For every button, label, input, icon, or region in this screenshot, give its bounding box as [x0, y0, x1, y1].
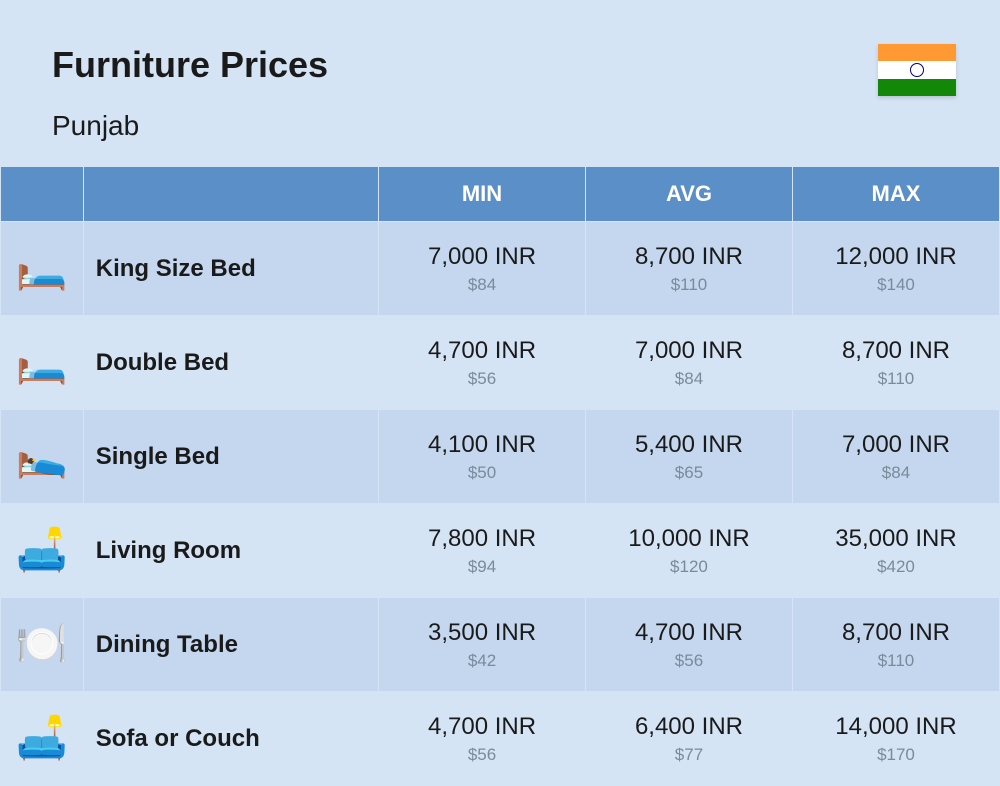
price-max: 8,700 INR $110 [793, 598, 999, 691]
price-usd: $56 [594, 651, 784, 671]
price-inr: 12,000 INR [801, 243, 991, 271]
price-min: 7,800 INR $94 [379, 504, 585, 597]
price-usd: $50 [387, 463, 577, 483]
price-min: 7,000 INR $84 [379, 222, 585, 315]
furniture-icon: 🛏️ [1, 316, 83, 409]
price-inr: 4,100 INR [387, 431, 577, 459]
price-min: 4,700 INR $56 [379, 316, 585, 409]
price-usd: $65 [594, 463, 784, 483]
price-inr: 7,000 INR [387, 243, 577, 271]
price-inr: 8,700 INR [801, 337, 991, 365]
furniture-icon: 🛋️ [1, 692, 83, 785]
price-inr: 8,700 INR [594, 243, 784, 271]
price-usd: $170 [801, 745, 991, 765]
price-usd: $420 [801, 557, 991, 577]
page-title: Furniture Prices [52, 44, 948, 86]
table-row: 🍽️Dining Table 3,500 INR $42 4,700 INR $56 8,… [1, 598, 999, 691]
price-avg: 4,700 INR $56 [586, 598, 792, 691]
furniture-icon: 🍽️ [1, 598, 83, 691]
price-max: 35,000 INR $420 [793, 504, 999, 597]
price-usd: $56 [387, 745, 577, 765]
price-usd: $42 [387, 651, 577, 671]
price-usd: $77 [594, 745, 784, 765]
price-usd: $84 [594, 369, 784, 389]
header-min: MIN [379, 167, 585, 221]
furniture-name: King Size Bed [84, 222, 378, 315]
price-min: 4,100 INR $50 [379, 410, 585, 503]
price-max: 8,700 INR $110 [793, 316, 999, 409]
page-subtitle: Punjab [52, 110, 948, 142]
price-avg: 6,400 INR $77 [586, 692, 792, 785]
price-inr: 4,700 INR [387, 713, 577, 741]
price-inr: 4,700 INR [594, 619, 784, 647]
price-inr: 4,700 INR [387, 337, 577, 365]
table-row: 🛋️Sofa or Couch 4,700 INR $56 6,400 INR $77 1… [1, 692, 999, 785]
furniture-name: Sofa or Couch [84, 692, 378, 785]
price-min: 4,700 INR $56 [379, 692, 585, 785]
price-inr: 7,000 INR [801, 431, 991, 459]
price-usd: $110 [801, 651, 991, 671]
furniture-name: Living Room [84, 504, 378, 597]
table-row: 🛌Single Bed 4,100 INR $50 5,400 INR $65 7,000… [1, 410, 999, 503]
header-max: MAX [793, 167, 999, 221]
price-usd: $140 [801, 275, 991, 295]
price-usd: $110 [594, 275, 784, 295]
price-inr: 35,000 INR [801, 525, 991, 553]
price-inr: 7,800 INR [387, 525, 577, 553]
furniture-icon: 🛌 [1, 410, 83, 503]
price-inr: 3,500 INR [387, 619, 577, 647]
price-usd: $56 [387, 369, 577, 389]
price-max: 7,000 INR $84 [793, 410, 999, 503]
price-avg: 5,400 INR $65 [586, 410, 792, 503]
furniture-name: Double Bed [84, 316, 378, 409]
furniture-icon: 🛏️ [1, 222, 83, 315]
price-inr: 7,000 INR [594, 337, 784, 365]
furniture-name: Single Bed [84, 410, 378, 503]
price-avg: 8,700 INR $110 [586, 222, 792, 315]
price-max: 14,000 INR $170 [793, 692, 999, 785]
price-usd: $120 [594, 557, 784, 577]
furniture-icon: 🛋️ [1, 504, 83, 597]
price-inr: 5,400 INR [594, 431, 784, 459]
price-avg: 10,000 INR $120 [586, 504, 792, 597]
price-usd: $84 [801, 463, 991, 483]
header-name-col [84, 167, 378, 221]
price-usd: $94 [387, 557, 577, 577]
price-table: MIN AVG MAX 🛏️King Size Bed 7,000 INR $84 8… [0, 166, 1000, 786]
price-max: 12,000 INR $140 [793, 222, 999, 315]
header-avg: AVG [586, 167, 792, 221]
price-inr: 8,700 INR [801, 619, 991, 647]
table-row: 🛋️Living Room 7,800 INR $94 10,000 INR $120 3… [1, 504, 999, 597]
price-min: 3,500 INR $42 [379, 598, 585, 691]
india-flag-icon [878, 44, 956, 96]
furniture-name: Dining Table [84, 598, 378, 691]
table-row: 🛏️Double Bed 4,700 INR $56 7,000 INR $84 8,70… [1, 316, 999, 409]
price-usd: $110 [801, 369, 991, 389]
price-inr: 14,000 INR [801, 713, 991, 741]
price-usd: $84 [387, 275, 577, 295]
price-inr: 10,000 INR [594, 525, 784, 553]
price-avg: 7,000 INR $84 [586, 316, 792, 409]
header-icon-col [1, 167, 83, 221]
table-row: 🛏️King Size Bed 7,000 INR $84 8,700 INR $110… [1, 222, 999, 315]
price-inr: 6,400 INR [594, 713, 784, 741]
